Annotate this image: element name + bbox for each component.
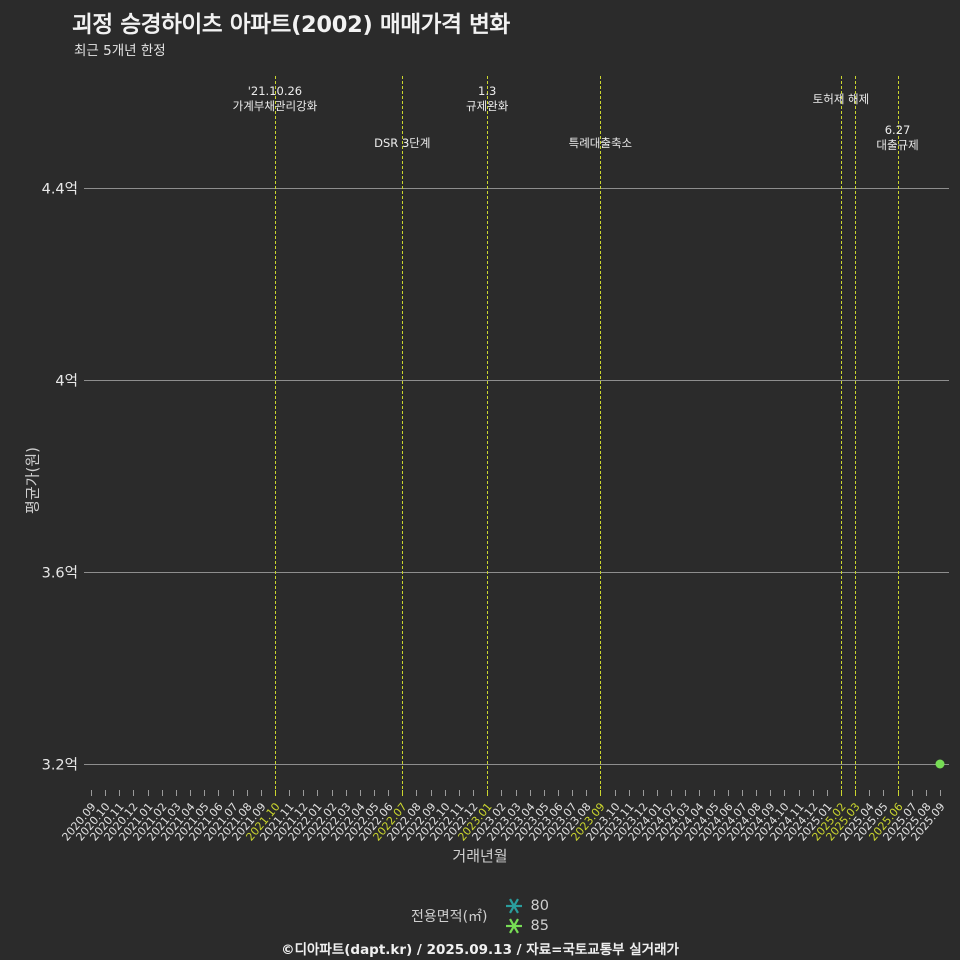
x-axis-tick <box>345 790 347 796</box>
x-axis-tick <box>756 790 758 796</box>
x-axis-tick <box>487 790 489 796</box>
x-axis-tick <box>826 790 828 796</box>
x-axis-tick <box>713 790 715 796</box>
x-axis-tick <box>416 790 418 796</box>
legend: 전용면적(㎡) 80 85 <box>0 896 960 936</box>
page-title: 괴정 승경하이츠 아파트(2002) 매매가격 변화 <box>72 12 510 38</box>
footer-credit: ©디아파트(dapt.kr) / 2025.09.13 / 자료=국토교통부 실… <box>281 942 679 958</box>
x-axis-tick <box>600 790 602 796</box>
x-axis-tick <box>543 790 545 796</box>
event-gyuje-line <box>487 76 489 794</box>
x-axis-tick <box>402 790 404 796</box>
x-axis-tick <box>359 790 361 796</box>
x-axis-tick <box>557 790 559 796</box>
x-axis-tick <box>246 790 248 796</box>
event-gagye-line <box>274 76 276 794</box>
x-axis-tick <box>628 790 630 796</box>
event-dsr3-line <box>402 76 404 794</box>
event-toheoje-2-line <box>855 76 857 794</box>
y-axis-tick-label: 3.6억 <box>41 565 78 582</box>
x-axis-tick <box>190 790 192 796</box>
data-point[interactable] <box>935 759 945 769</box>
x-axis-tick <box>430 790 432 796</box>
x-axis-tick <box>303 790 305 796</box>
x-axis-tick <box>869 790 871 796</box>
x-axis-tick <box>444 790 446 796</box>
x-axis-tick <box>770 790 772 796</box>
x-axis-tick <box>671 790 673 796</box>
legend-entry-80[interactable]: 80 <box>504 896 549 916</box>
x-axis-tick <box>317 790 319 796</box>
x-axis-tick <box>784 790 786 796</box>
x-axis-tick <box>119 790 121 796</box>
gridline <box>84 380 949 381</box>
x-axis-tick <box>260 790 262 796</box>
x-axis-tick <box>741 790 743 796</box>
star-icon <box>504 896 524 916</box>
x-axis-tick <box>133 790 135 796</box>
x-axis-tick <box>586 790 588 796</box>
x-axis-tick <box>374 790 375 796</box>
x-axis-tick <box>175 790 177 796</box>
x-axis-tick <box>685 790 687 796</box>
legend-entry-85[interactable]: 85 <box>504 916 549 936</box>
x-axis-tick <box>883 790 885 796</box>
x-axis-tick <box>161 790 163 796</box>
x-axis-tick <box>473 790 475 796</box>
legend-entries: 80 85 <box>504 896 549 936</box>
event-teukrye-line <box>600 76 602 794</box>
x-axis-tick <box>614 790 616 796</box>
star-icon <box>504 916 524 936</box>
x-axis-tick <box>274 790 276 796</box>
x-axis-tick <box>855 790 857 796</box>
x-axis-tick <box>699 790 701 796</box>
legend-label: 85 <box>530 918 549 934</box>
legend-title: 전용면적(㎡) <box>411 909 488 925</box>
x-axis-title: 거래년월 <box>452 847 508 865</box>
legend-label: 80 <box>530 898 549 914</box>
gridline <box>84 764 949 765</box>
x-axis-tick <box>925 790 927 796</box>
x-axis-tick <box>289 790 291 796</box>
x-axis-tick <box>105 790 107 796</box>
x-axis-tick <box>840 790 842 796</box>
x-axis-tick <box>501 790 503 796</box>
x-axis-tick <box>727 790 729 796</box>
x-axis-tick <box>657 790 658 796</box>
x-axis-tick <box>798 790 800 796</box>
x-axis-tick <box>91 790 92 796</box>
y-axis-tick-label: 4.4억 <box>41 181 78 198</box>
gridline <box>84 572 949 573</box>
y-axis-tick-label: 4억 <box>55 373 78 390</box>
x-axis-tick <box>572 790 574 796</box>
x-axis-tick <box>331 790 333 796</box>
y-axis-title: 평균가(원) <box>23 447 42 514</box>
x-axis-tick <box>458 790 460 796</box>
x-axis-tick <box>529 790 531 796</box>
x-axis-tick <box>232 790 234 796</box>
event-toheoje-line <box>840 76 842 794</box>
y-axis-tick-label: 3.2억 <box>41 757 78 774</box>
x-axis-tick <box>812 790 814 796</box>
x-axis-tick <box>204 790 206 796</box>
x-axis-tick <box>218 790 220 796</box>
page-subtitle: 최근 5개년 한정 <box>74 43 166 59</box>
event-627-line <box>897 76 899 794</box>
x-axis-tick <box>515 790 517 796</box>
x-axis-tick <box>897 790 899 796</box>
x-axis-tick <box>147 790 149 796</box>
x-axis-tick <box>642 790 644 796</box>
gridline <box>84 188 949 189</box>
x-axis-tick <box>911 790 913 796</box>
x-axis-tick <box>940 790 941 796</box>
x-axis-tick <box>388 790 390 796</box>
